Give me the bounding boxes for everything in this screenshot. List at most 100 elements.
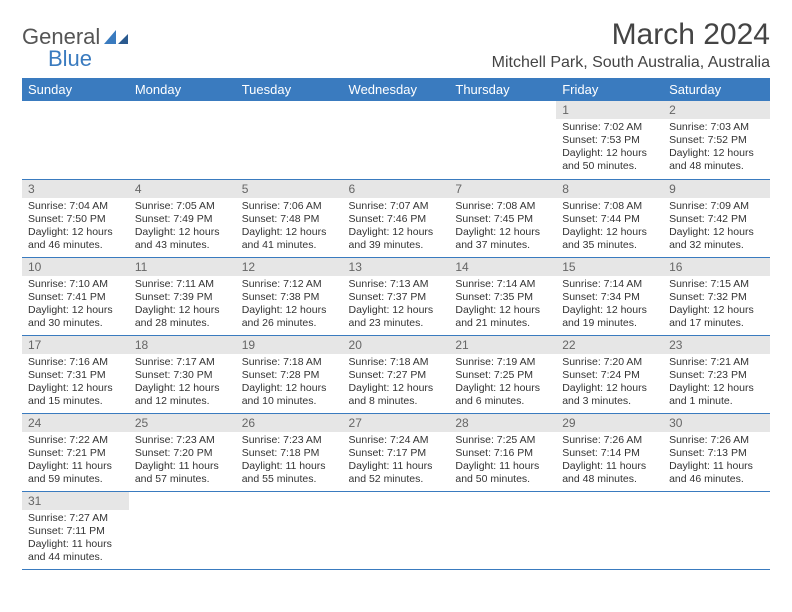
day-content: Sunrise: 7:23 AMSunset: 7:18 PMDaylight:… <box>236 432 343 491</box>
day-number: 9 <box>663 180 770 198</box>
day-content: Sunrise: 7:18 AMSunset: 7:28 PMDaylight:… <box>236 354 343 413</box>
calendar-cell: 1Sunrise: 7:02 AMSunset: 7:53 PMDaylight… <box>556 101 663 179</box>
daylight-text: Daylight: 12 hours and 46 minutes. <box>28 226 123 252</box>
calendar-cell: 3Sunrise: 7:04 AMSunset: 7:50 PMDaylight… <box>22 179 129 257</box>
calendar-row: 10Sunrise: 7:10 AMSunset: 7:41 PMDayligh… <box>22 257 770 335</box>
calendar-row: 24Sunrise: 7:22 AMSunset: 7:21 PMDayligh… <box>22 413 770 491</box>
sunset-text: Sunset: 7:32 PM <box>669 291 764 304</box>
day-content: Sunrise: 7:07 AMSunset: 7:46 PMDaylight:… <box>343 198 450 257</box>
calendar-cell <box>663 491 770 569</box>
daylight-text: Daylight: 12 hours and 1 minute. <box>669 382 764 408</box>
daylight-text: Daylight: 11 hours and 57 minutes. <box>135 460 230 486</box>
calendar-cell: 28Sunrise: 7:25 AMSunset: 7:16 PMDayligh… <box>449 413 556 491</box>
calendar-cell: 20Sunrise: 7:18 AMSunset: 7:27 PMDayligh… <box>343 335 450 413</box>
day-number: 30 <box>663 414 770 432</box>
daylight-text: Daylight: 12 hours and 26 minutes. <box>242 304 337 330</box>
calendar-cell: 30Sunrise: 7:26 AMSunset: 7:13 PMDayligh… <box>663 413 770 491</box>
day-number: 20 <box>343 336 450 354</box>
calendar-row: 3Sunrise: 7:04 AMSunset: 7:50 PMDaylight… <box>22 179 770 257</box>
day-content: Sunrise: 7:26 AMSunset: 7:14 PMDaylight:… <box>556 432 663 491</box>
day-number: 24 <box>22 414 129 432</box>
sunrise-text: Sunrise: 7:25 AM <box>455 434 550 447</box>
sunrise-text: Sunrise: 7:14 AM <box>455 278 550 291</box>
sunrise-text: Sunrise: 7:18 AM <box>242 356 337 369</box>
day-number: 31 <box>22 492 129 510</box>
daylight-text: Daylight: 12 hours and 3 minutes. <box>562 382 657 408</box>
daylight-text: Daylight: 11 hours and 52 minutes. <box>349 460 444 486</box>
sunset-text: Sunset: 7:46 PM <box>349 213 444 226</box>
daylight-text: Daylight: 12 hours and 28 minutes. <box>135 304 230 330</box>
day-content: Sunrise: 7:18 AMSunset: 7:27 PMDaylight:… <box>343 354 450 413</box>
page-header: General March 2024 Mitchell Park, South … <box>22 18 770 72</box>
calendar-cell <box>343 491 450 569</box>
sunset-text: Sunset: 7:49 PM <box>135 213 230 226</box>
day-number: 1 <box>556 101 663 119</box>
sunrise-text: Sunrise: 7:12 AM <box>242 278 337 291</box>
sunrise-text: Sunrise: 7:23 AM <box>135 434 230 447</box>
sunrise-text: Sunrise: 7:26 AM <box>562 434 657 447</box>
weekday-header: Saturday <box>663 78 770 101</box>
calendar-cell: 16Sunrise: 7:15 AMSunset: 7:32 PMDayligh… <box>663 257 770 335</box>
day-number: 17 <box>22 336 129 354</box>
daylight-text: Daylight: 11 hours and 48 minutes. <box>562 460 657 486</box>
day-content: Sunrise: 7:13 AMSunset: 7:37 PMDaylight:… <box>343 276 450 335</box>
daylight-text: Daylight: 11 hours and 59 minutes. <box>28 460 123 486</box>
sunrise-text: Sunrise: 7:08 AM <box>562 200 657 213</box>
day-content: Sunrise: 7:27 AMSunset: 7:11 PMDaylight:… <box>22 510 129 569</box>
daylight-text: Daylight: 12 hours and 30 minutes. <box>28 304 123 330</box>
day-content: Sunrise: 7:03 AMSunset: 7:52 PMDaylight:… <box>663 119 770 178</box>
sunset-text: Sunset: 7:28 PM <box>242 369 337 382</box>
day-number: 12 <box>236 258 343 276</box>
sunset-text: Sunset: 7:30 PM <box>135 369 230 382</box>
sunrise-text: Sunrise: 7:18 AM <box>349 356 444 369</box>
day-content: Sunrise: 7:20 AMSunset: 7:24 PMDaylight:… <box>556 354 663 413</box>
day-number: 26 <box>236 414 343 432</box>
day-content: Sunrise: 7:02 AMSunset: 7:53 PMDaylight:… <box>556 119 663 178</box>
day-content: Sunrise: 7:08 AMSunset: 7:44 PMDaylight:… <box>556 198 663 257</box>
logo-sail-icon <box>102 28 130 46</box>
day-number: 22 <box>556 336 663 354</box>
day-number: 13 <box>343 258 450 276</box>
sunset-text: Sunset: 7:42 PM <box>669 213 764 226</box>
day-number: 5 <box>236 180 343 198</box>
calendar-row: 17Sunrise: 7:16 AMSunset: 7:31 PMDayligh… <box>22 335 770 413</box>
day-number: 8 <box>556 180 663 198</box>
day-content: Sunrise: 7:06 AMSunset: 7:48 PMDaylight:… <box>236 198 343 257</box>
location-text: Mitchell Park, South Australia, Australi… <box>492 54 770 72</box>
daylight-text: Daylight: 12 hours and 15 minutes. <box>28 382 123 408</box>
day-content: Sunrise: 7:16 AMSunset: 7:31 PMDaylight:… <box>22 354 129 413</box>
sunrise-text: Sunrise: 7:22 AM <box>28 434 123 447</box>
day-content: Sunrise: 7:12 AMSunset: 7:38 PMDaylight:… <box>236 276 343 335</box>
daylight-text: Daylight: 12 hours and 6 minutes. <box>455 382 550 408</box>
calendar-cell <box>343 101 450 179</box>
sunrise-text: Sunrise: 7:11 AM <box>135 278 230 291</box>
day-content: Sunrise: 7:10 AMSunset: 7:41 PMDaylight:… <box>22 276 129 335</box>
calendar-cell <box>129 101 236 179</box>
day-number: 27 <box>343 414 450 432</box>
sunrise-text: Sunrise: 7:02 AM <box>562 121 657 134</box>
sunset-text: Sunset: 7:52 PM <box>669 134 764 147</box>
day-content: Sunrise: 7:25 AMSunset: 7:16 PMDaylight:… <box>449 432 556 491</box>
day-number: 4 <box>129 180 236 198</box>
calendar-cell: 23Sunrise: 7:21 AMSunset: 7:23 PMDayligh… <box>663 335 770 413</box>
sunset-text: Sunset: 7:37 PM <box>349 291 444 304</box>
daylight-text: Daylight: 12 hours and 37 minutes. <box>455 226 550 252</box>
daylight-text: Daylight: 12 hours and 50 minutes. <box>562 147 657 173</box>
sunset-text: Sunset: 7:50 PM <box>28 213 123 226</box>
day-content: Sunrise: 7:11 AMSunset: 7:39 PMDaylight:… <box>129 276 236 335</box>
calendar-table: SundayMondayTuesdayWednesdayThursdayFrid… <box>22 78 770 570</box>
calendar-row: 1Sunrise: 7:02 AMSunset: 7:53 PMDaylight… <box>22 101 770 179</box>
calendar-cell: 7Sunrise: 7:08 AMSunset: 7:45 PMDaylight… <box>449 179 556 257</box>
calendar-cell: 19Sunrise: 7:18 AMSunset: 7:28 PMDayligh… <box>236 335 343 413</box>
logo-text-2: Blue <box>48 46 92 72</box>
calendar-row: 31Sunrise: 7:27 AMSunset: 7:11 PMDayligh… <box>22 491 770 569</box>
sunrise-text: Sunrise: 7:21 AM <box>669 356 764 369</box>
day-number: 23 <box>663 336 770 354</box>
daylight-text: Daylight: 11 hours and 44 minutes. <box>28 538 123 564</box>
sunrise-text: Sunrise: 7:07 AM <box>349 200 444 213</box>
calendar-cell: 4Sunrise: 7:05 AMSunset: 7:49 PMDaylight… <box>129 179 236 257</box>
daylight-text: Daylight: 12 hours and 19 minutes. <box>562 304 657 330</box>
day-content: Sunrise: 7:22 AMSunset: 7:21 PMDaylight:… <box>22 432 129 491</box>
day-number: 28 <box>449 414 556 432</box>
calendar-header-row: SundayMondayTuesdayWednesdayThursdayFrid… <box>22 78 770 101</box>
